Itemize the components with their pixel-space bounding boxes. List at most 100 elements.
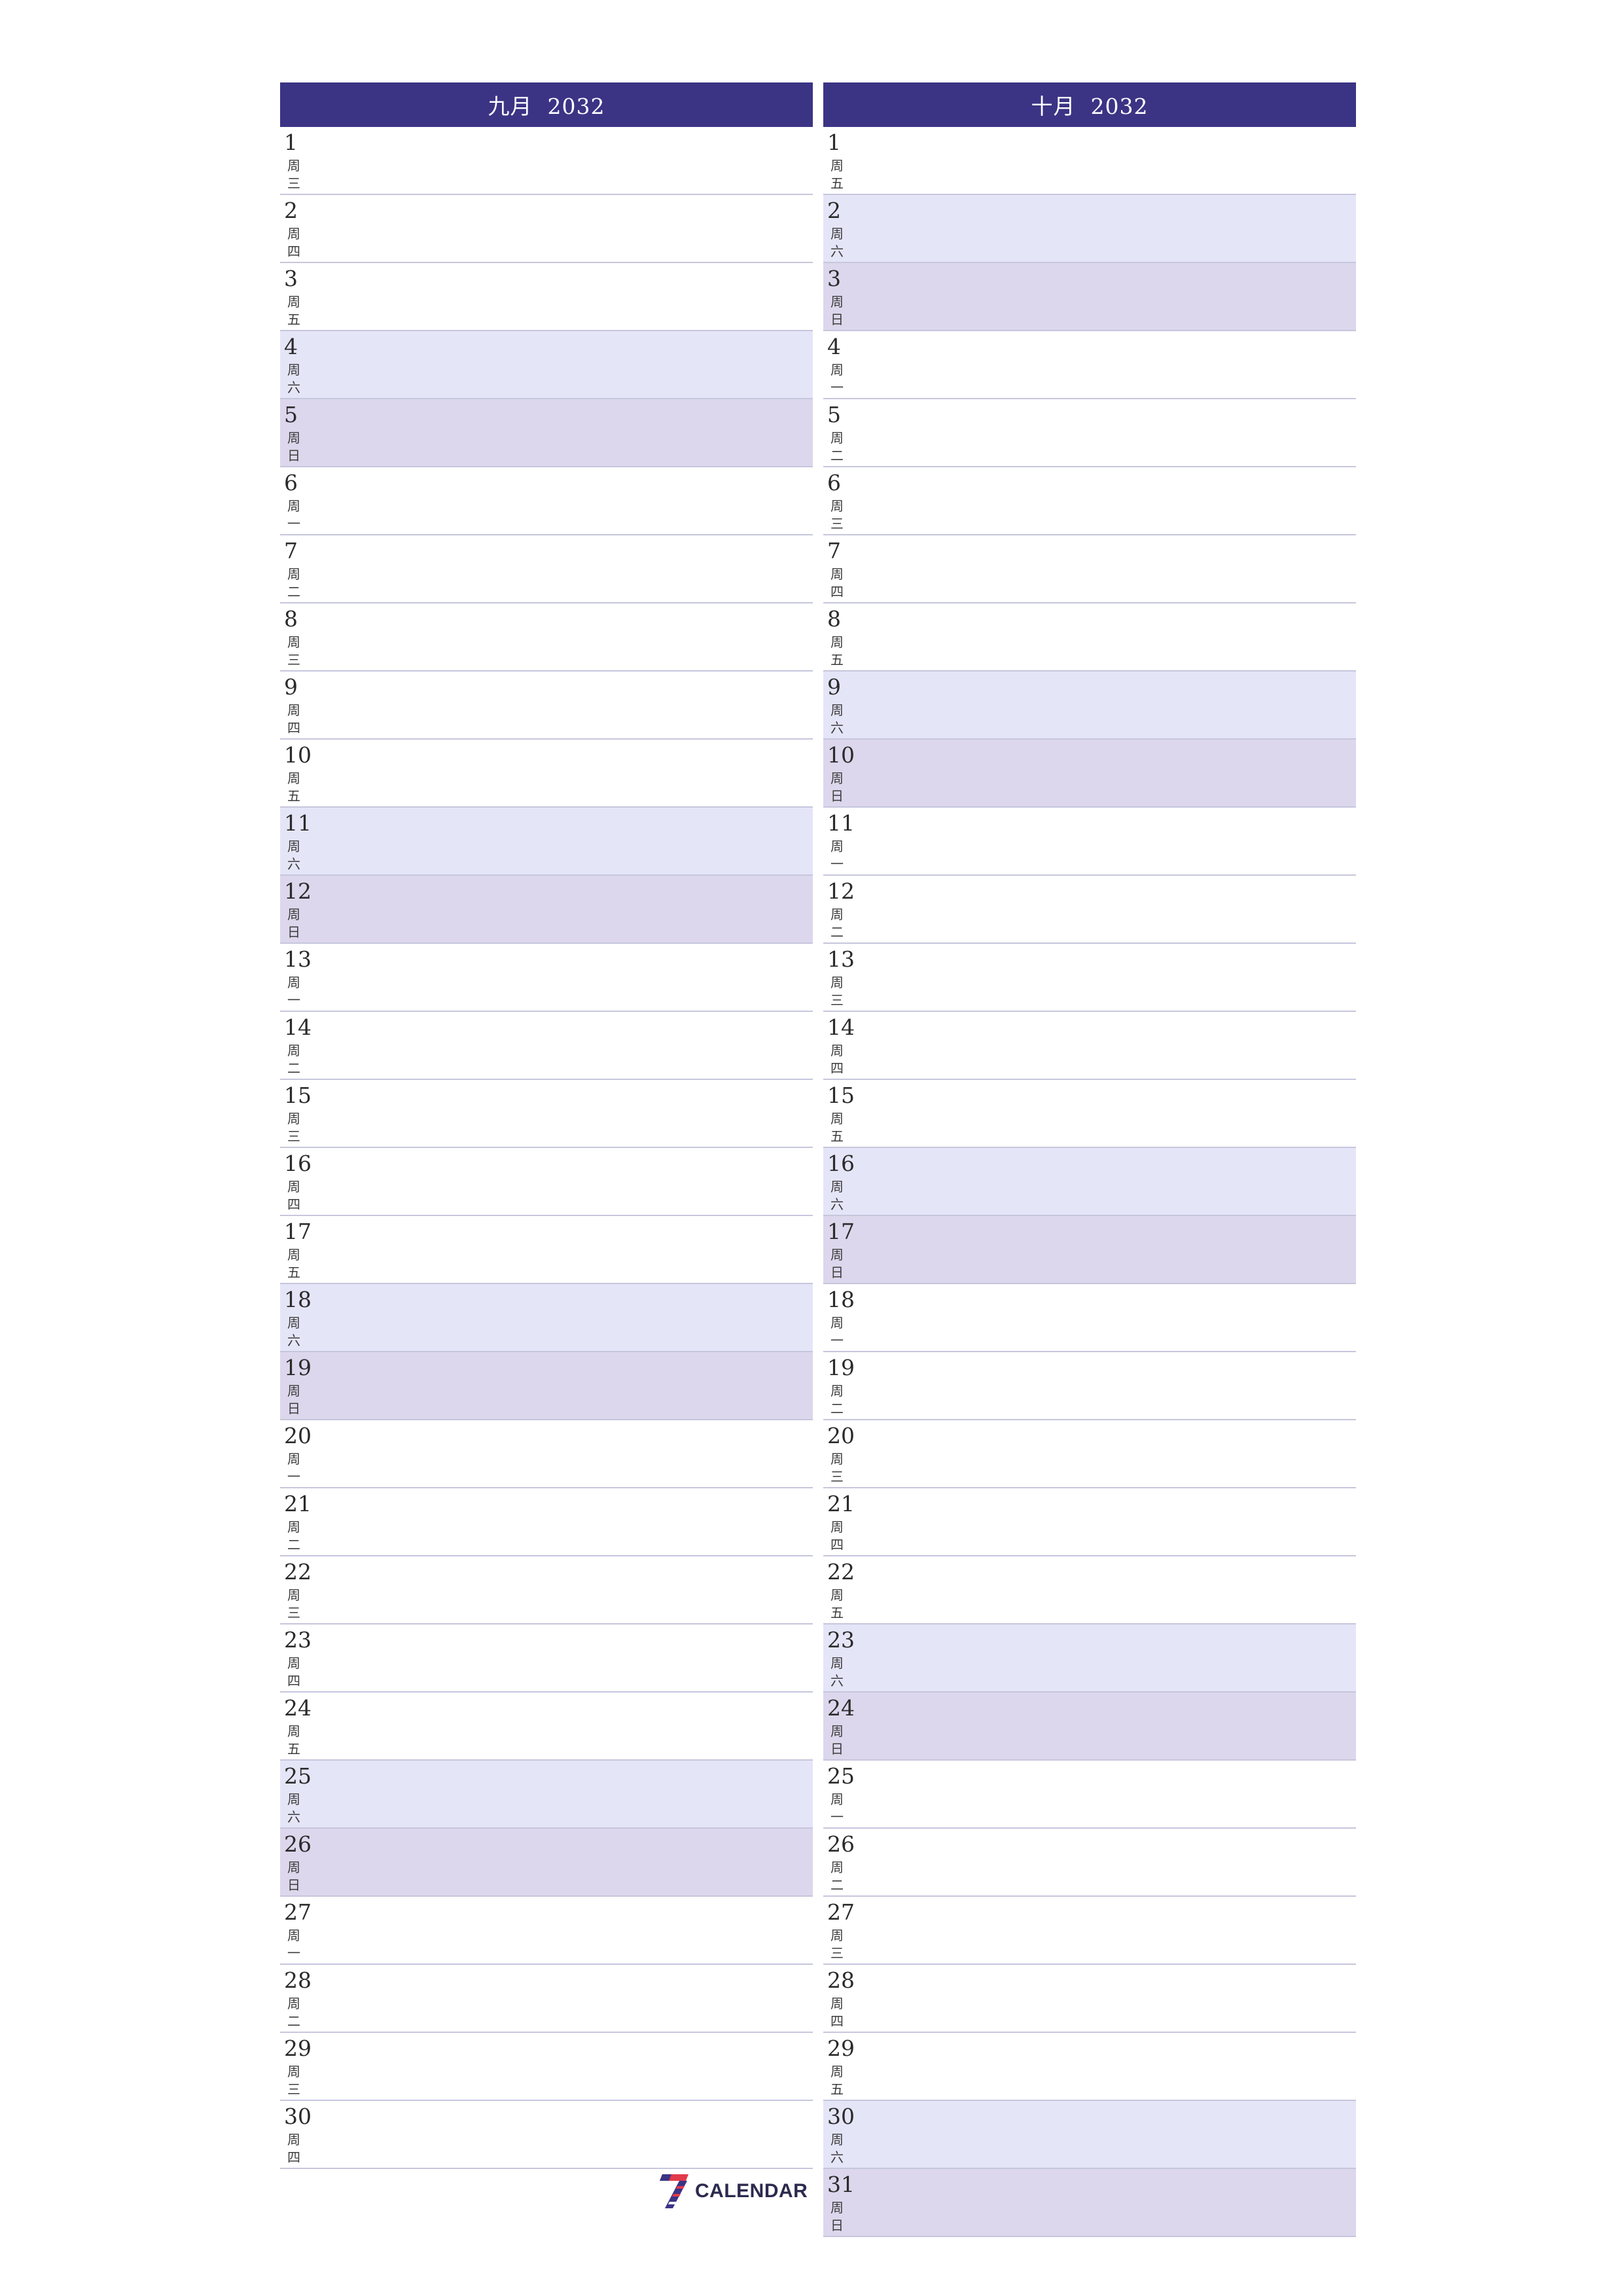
day-number: 6 xyxy=(284,470,298,495)
day-row: 10 周日 xyxy=(823,740,1356,808)
day-number: 24 xyxy=(827,1695,855,1721)
day-number: 29 xyxy=(284,2036,312,2061)
day-weekday: 周五 xyxy=(830,634,844,668)
day-weekday: 周二 xyxy=(287,1043,300,1076)
day-number: 29 xyxy=(827,2036,855,2061)
day-weekday: 周三 xyxy=(287,2064,300,2097)
day-number: 22 xyxy=(284,1559,312,1585)
day-weekday: 周四 xyxy=(830,1043,844,1076)
day-row: 6 周一 xyxy=(280,467,813,535)
day-weekday: 周日 xyxy=(830,2200,844,2233)
day-row: 8 周五 xyxy=(823,603,1356,672)
day-number: 7 xyxy=(827,538,841,564)
month-column-september: 九月 2032 1 周三 2 周四 3 周五 4 周六 5 周日 6 周一 7 周二 8 周三 9 周四 10 周五 1… xyxy=(280,82,813,2169)
day-number: 30 xyxy=(284,2104,312,2129)
day-number: 16 xyxy=(827,1151,855,1176)
day-number: 14 xyxy=(827,1014,855,1040)
day-number: 13 xyxy=(284,946,312,972)
day-weekday: 周五 xyxy=(830,158,844,191)
day-number: 6 xyxy=(827,470,841,495)
day-row: 1 周五 xyxy=(823,127,1356,195)
day-row: 21 周二 xyxy=(280,1488,813,1556)
day-number: 14 xyxy=(284,1014,312,1040)
day-weekday: 周三 xyxy=(830,498,844,531)
day-weekday: 周五 xyxy=(287,1723,300,1757)
day-weekday: 周六 xyxy=(287,362,300,395)
day-weekday: 周六 xyxy=(287,1315,300,1348)
day-weekday: 周日 xyxy=(287,430,300,463)
day-number: 26 xyxy=(284,1831,312,1857)
day-weekday: 周四 xyxy=(287,226,300,259)
day-list: 1 周三 2 周四 3 周五 4 周六 5 周日 6 周一 7 周二 8 周三 9 周四 10 周五 11 周六 12 周日 1… xyxy=(280,127,813,2169)
day-number: 12 xyxy=(284,878,312,904)
day-row: 25 周一 xyxy=(823,1761,1356,1829)
month-column-october: 十月 2032 1 周五 2 周六 3 周日 4 周一 5 周二 6 周三 7 周四 8 周五 9 周六 10 周日 1… xyxy=(823,82,1356,2237)
day-weekday: 周一 xyxy=(830,1315,844,1348)
day-row: 22 周三 xyxy=(280,1556,813,1624)
day-list: 1 周五 2 周六 3 周日 4 周一 5 周二 6 周三 7 周四 8 周五 9 周六 10 周日 11 周一 12 周二 1… xyxy=(823,127,1356,2237)
day-weekday: 周一 xyxy=(287,975,300,1008)
day-row: 16 周六 xyxy=(823,1148,1356,1216)
day-weekday: 周五 xyxy=(830,2064,844,2097)
day-weekday: 周五 xyxy=(287,294,300,327)
day-number: 2 xyxy=(827,198,841,223)
day-row: 9 周四 xyxy=(280,672,813,740)
day-number: 18 xyxy=(284,1287,312,1312)
day-weekday: 周四 xyxy=(830,566,844,600)
day-number: 30 xyxy=(827,2104,855,2129)
day-weekday: 周二 xyxy=(287,1519,300,1552)
day-number: 27 xyxy=(284,1899,312,1925)
day-number: 17 xyxy=(827,1219,855,1244)
day-row: 13 周三 xyxy=(823,944,1356,1012)
day-number: 21 xyxy=(827,1491,855,1516)
day-number: 3 xyxy=(827,266,841,291)
day-row: 11 周六 xyxy=(280,808,813,876)
day-weekday: 周日 xyxy=(287,906,300,940)
day-number: 5 xyxy=(284,402,298,427)
day-weekday: 周三 xyxy=(830,1451,844,1484)
logo-text: CALENDAR xyxy=(695,2180,808,2202)
day-weekday: 周二 xyxy=(830,1859,844,1893)
day-row: 5 周日 xyxy=(280,399,813,467)
day-number: 1 xyxy=(827,130,841,155)
day-row: 16 周四 xyxy=(280,1148,813,1216)
day-row: 7 周四 xyxy=(823,535,1356,603)
day-number: 9 xyxy=(284,674,298,700)
day-weekday: 周四 xyxy=(287,2132,300,2165)
day-weekday: 周二 xyxy=(287,1996,300,2029)
day-weekday: 周一 xyxy=(830,1791,844,1825)
day-row: 24 周日 xyxy=(823,1693,1356,1761)
day-weekday: 周二 xyxy=(830,1383,844,1416)
day-number: 16 xyxy=(284,1151,312,1176)
day-number: 10 xyxy=(827,742,855,768)
day-weekday: 周六 xyxy=(830,226,844,259)
day-weekday: 周六 xyxy=(287,838,300,872)
day-number: 25 xyxy=(284,1763,312,1789)
day-row: 27 周一 xyxy=(280,1897,813,1965)
day-number: 7 xyxy=(284,538,298,564)
day-weekday: 周三 xyxy=(287,634,300,668)
day-number: 28 xyxy=(827,1967,855,1993)
day-row: 7 周二 xyxy=(280,535,813,603)
day-weekday: 周二 xyxy=(830,430,844,463)
day-row: 1 周三 xyxy=(280,127,813,195)
day-row: 18 周六 xyxy=(280,1284,813,1352)
day-row: 12 周日 xyxy=(280,876,813,944)
day-row: 25 周六 xyxy=(280,1761,813,1829)
day-row: 29 周五 xyxy=(823,2033,1356,2101)
day-weekday: 周五 xyxy=(287,1247,300,1280)
day-weekday: 周三 xyxy=(287,158,300,191)
day-number: 22 xyxy=(827,1559,855,1585)
day-number: 15 xyxy=(284,1083,312,1108)
day-number: 8 xyxy=(284,606,298,632)
day-row: 9 周六 xyxy=(823,672,1356,740)
day-weekday: 周一 xyxy=(287,1451,300,1484)
day-row: 27 周三 xyxy=(823,1897,1356,1965)
day-weekday: 周日 xyxy=(287,1859,300,1893)
day-row: 20 周一 xyxy=(280,1420,813,1488)
day-row: 23 周四 xyxy=(280,1624,813,1693)
day-number: 21 xyxy=(284,1491,312,1516)
day-row: 4 周一 xyxy=(823,331,1356,399)
day-weekday: 周日 xyxy=(830,1723,844,1757)
day-weekday: 周日 xyxy=(830,770,844,804)
